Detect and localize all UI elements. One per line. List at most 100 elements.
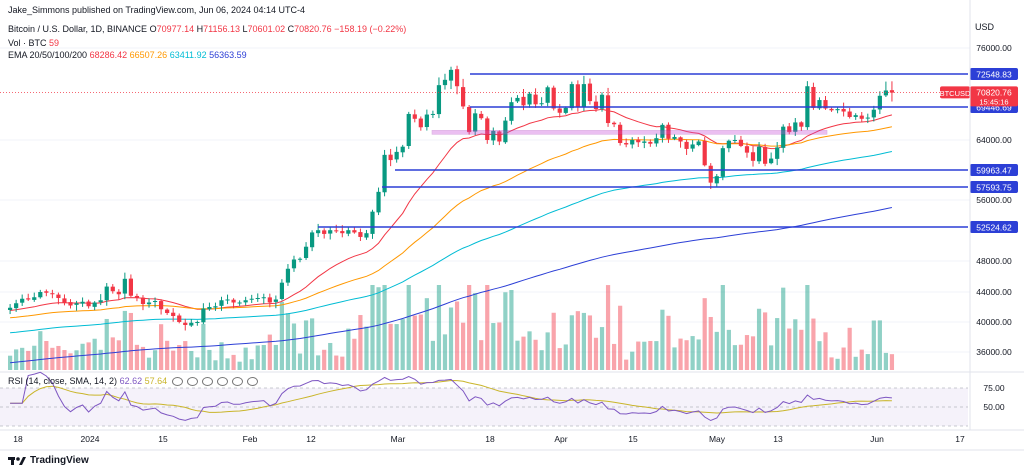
candle-body	[865, 117, 870, 119]
volume-bar	[763, 312, 768, 370]
candle-body	[714, 176, 719, 184]
candle-body	[454, 69, 460, 87]
current-price-label: 70820.76	[976, 87, 1012, 97]
rsi-sma-value: 57.64	[144, 376, 168, 386]
rsi-pane: 75.00 50.00	[0, 371, 1024, 427]
ema50-line	[10, 126, 892, 319]
candle-body	[654, 138, 659, 144]
time-tick-label: 13	[773, 434, 783, 444]
ema200-line	[10, 207, 892, 364]
price-axis: 76000.00 64000.00 56000.00 48000.00 44000.00…	[976, 43, 1012, 357]
candle-body	[316, 230, 321, 234]
candle-body	[303, 246, 309, 259]
volume-bar	[672, 347, 677, 370]
candle-body	[340, 231, 345, 234]
candle-body	[744, 146, 750, 153]
volume-bar	[146, 357, 152, 370]
candle-body	[732, 140, 737, 141]
candle-body	[853, 115, 858, 117]
candle-body	[696, 141, 701, 146]
candle-body	[684, 141, 689, 149]
volume-bar	[195, 357, 200, 370]
volume-bar	[267, 334, 272, 370]
volume-bar	[587, 315, 593, 370]
rsi-sma-line	[10, 379, 892, 414]
candle-body	[738, 139, 744, 146]
volume-bar	[50, 347, 55, 370]
candle-body	[612, 122, 617, 125]
candle-body	[195, 322, 200, 323]
eye-icon[interactable]	[246, 377, 258, 387]
volume-bar	[738, 344, 744, 370]
volume-bar	[581, 312, 586, 370]
volume-bar	[793, 319, 798, 370]
volume-bar	[618, 305, 623, 370]
candle-body	[461, 87, 466, 107]
symbol-tag	[940, 86, 970, 99]
symbol-title[interactable]: Bitcoin / U.S. Dollar, 1D, BINANCE	[8, 24, 148, 34]
time-tick-label: 12	[306, 434, 316, 444]
candle-body	[883, 90, 888, 96]
candle-body	[310, 232, 315, 248]
candle-body	[44, 291, 49, 293]
candle-body	[26, 298, 31, 300]
candle-body	[165, 309, 170, 313]
eye-icon[interactable]	[171, 377, 183, 387]
volume-bar	[297, 353, 303, 370]
candle-body	[140, 297, 146, 304]
ema-label[interactable]: EMA 20/50/100/200	[8, 50, 88, 60]
volume-bar	[823, 332, 828, 370]
volume-bar	[32, 345, 37, 370]
open-label: O	[149, 24, 157, 34]
time-tick-label: Apr	[554, 434, 567, 444]
volume-bar	[86, 342, 91, 370]
low-label: L	[242, 24, 248, 34]
volume-bar	[285, 313, 291, 370]
candle-body	[636, 139, 641, 143]
time-tick-label: May	[709, 434, 726, 444]
volume-bar	[80, 343, 85, 370]
candle-body	[618, 124, 623, 143]
rsi-title[interactable]: RSI (14, close, SMA, 14, 2)	[8, 376, 118, 386]
candle-body	[527, 93, 532, 105]
candle-body	[642, 141, 647, 143]
eye-icon[interactable]	[186, 377, 198, 387]
candle-body	[177, 315, 182, 322]
countdown-label: 15:45:16	[979, 97, 1008, 106]
volume-bar	[769, 345, 774, 370]
candle-body	[273, 299, 278, 302]
volume-bar	[642, 341, 647, 370]
candle-body	[497, 131, 502, 142]
eye-icon[interactable]	[231, 377, 243, 387]
candle-body	[690, 144, 695, 149]
volume-bar	[859, 349, 864, 370]
volume-label[interactable]: Vol · BTC	[8, 38, 47, 48]
candle-body	[128, 278, 133, 296]
candle-body	[322, 230, 327, 234]
volume-bar	[708, 316, 713, 370]
candle-body	[189, 322, 194, 326]
volume-bar	[811, 318, 816, 370]
level-price-label: 72548.83	[976, 70, 1012, 80]
price-tick-label: 36000.00	[976, 347, 1012, 357]
volume-bar	[666, 315, 671, 370]
candle-body	[569, 84, 574, 109]
candle-body	[442, 79, 448, 86]
ema20-value: 68286.42	[89, 50, 128, 60]
candle-body	[146, 302, 152, 305]
volume-bar	[376, 287, 381, 370]
volume-bar	[394, 324, 399, 370]
volume-bar	[889, 354, 895, 370]
candle-body	[551, 87, 556, 109]
volume-bar	[382, 285, 387, 370]
eye-icon[interactable]	[201, 377, 213, 387]
eye-icon[interactable]	[216, 377, 228, 387]
candle-body	[68, 302, 73, 306]
volume-bar	[134, 344, 140, 370]
candle-body	[267, 297, 272, 303]
candle-body	[467, 106, 472, 133]
candle-body	[104, 286, 109, 301]
candle-body	[92, 302, 97, 307]
volume-bar	[213, 360, 218, 370]
